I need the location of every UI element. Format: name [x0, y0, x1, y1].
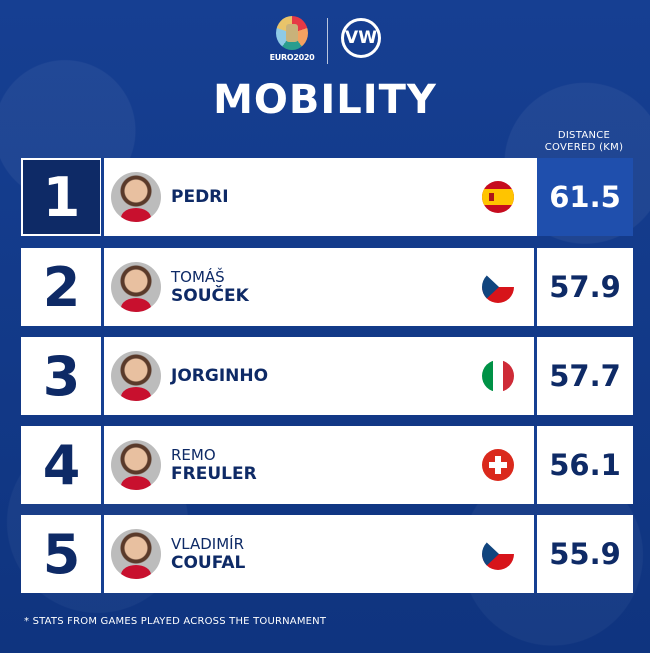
distance-value: 56.1 [549, 448, 621, 482]
player-last-name: PEDRI [171, 187, 229, 207]
page-title: MOBILITY [213, 77, 437, 123]
player-photo [111, 351, 161, 401]
trophy-icon [276, 16, 308, 50]
leaderboard-row: 5 VLADIMÍR COUFAL 55.9 [21, 515, 633, 593]
logo-divider [327, 18, 328, 64]
distance-value: 61.5 [537, 158, 633, 236]
distance-value: 57.9 [549, 270, 621, 304]
player-last-name: SOUČEK [171, 285, 249, 306]
leaderboard-row: 1 PEDRI 61.5 [21, 158, 633, 236]
player-photo [111, 529, 161, 579]
leaderboard-row: 3 JORGINHO 57.7 [21, 337, 633, 415]
player-last-name: FREULER [171, 463, 257, 484]
player-name: VLADIMÍR COUFAL [171, 515, 245, 593]
player-name: TOMÁŠ SOUČEK [171, 248, 249, 326]
row-divider [101, 337, 104, 415]
rank-number: 1 [21, 158, 102, 236]
row-divider [534, 426, 537, 504]
leaderboard-row: 2 TOMÁŠ SOUČEK 57.9 [21, 248, 633, 326]
player-name: JORGINHO [171, 337, 268, 415]
distance-value: 57.7 [549, 359, 621, 393]
euro2020-logo: EURO2020 [270, 16, 315, 70]
euro2020-logo-text: EURO2020 [269, 53, 315, 62]
player-photo [111, 172, 161, 222]
rank-number: 2 [21, 248, 102, 326]
rank-number: 5 [21, 515, 102, 593]
row-divider [101, 158, 104, 236]
player-photo [111, 440, 161, 490]
leaderboard-row: 4 REMO FREULER 56.1 [21, 426, 633, 504]
switzerland-flag-icon [482, 449, 514, 481]
vw-logo: VW [341, 18, 381, 58]
player-last-name: COUFAL [171, 552, 246, 573]
player-photo [111, 262, 161, 312]
player-name: PEDRI [171, 158, 229, 236]
rank-number: 4 [21, 426, 102, 504]
rank-number: 3 [21, 337, 102, 415]
column-header-distance: DISTANCE COVERED (KM) [544, 130, 624, 153]
header: EURO2020 VW [0, 14, 650, 74]
spain-flag-icon [482, 181, 514, 213]
player-first-name: REMO [171, 445, 216, 464]
player-name: REMO FREULER [171, 426, 257, 504]
row-divider [101, 515, 104, 593]
row-divider [534, 515, 537, 593]
row-divider [534, 337, 537, 415]
italy-flag-icon [482, 360, 514, 392]
player-first-name: TOMÁŠ [171, 267, 225, 286]
row-divider [101, 426, 104, 504]
row-divider [101, 248, 104, 326]
player-first-name: VLADIMÍR [171, 534, 244, 553]
distance-value: 55.9 [549, 537, 621, 571]
player-last-name: JORGINHO [171, 366, 269, 386]
czech-flag-icon [482, 271, 514, 303]
row-divider [534, 248, 537, 326]
czech-flag-icon [482, 538, 514, 570]
footnote: * STATS FROM GAMES PLAYED ACROSS THE TOU… [24, 616, 327, 627]
